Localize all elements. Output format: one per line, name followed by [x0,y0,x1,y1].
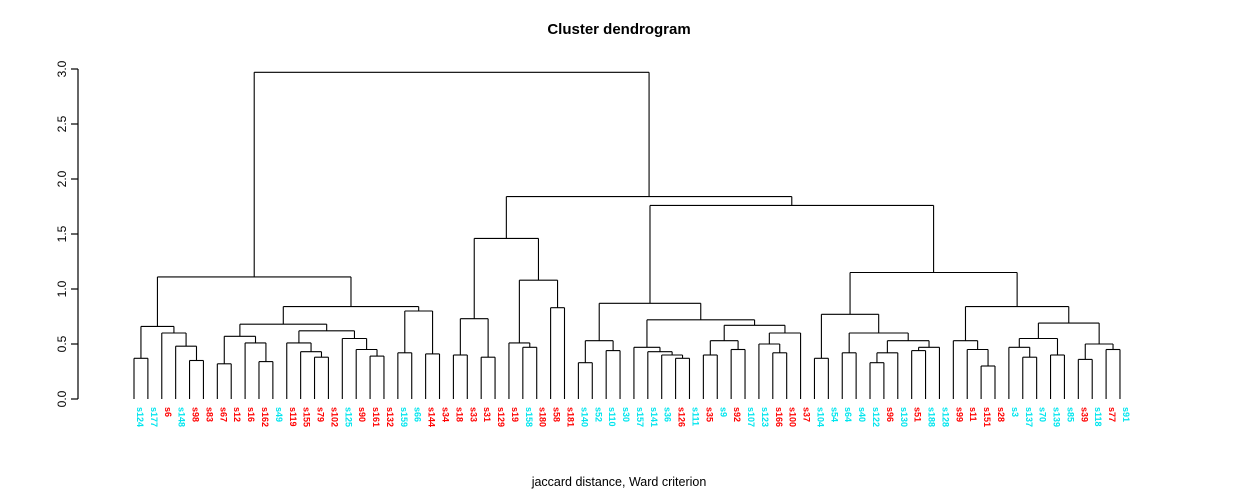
y-tick-label: 3.0 [55,60,69,77]
leaf-label: s99 [954,407,964,422]
leaf-label: s119 [288,407,298,427]
leaf-label: s83 [204,407,214,422]
leaf-label: s122 [871,407,881,427]
leaf-label: s110 [607,407,617,427]
leaf-label: s102 [329,407,339,427]
leaf-label: s54 [829,407,839,422]
leaf-label: s11 [968,407,978,422]
leaf-label: s64 [843,407,853,422]
leaf-label: s77 [1107,407,1117,422]
y-tick-label: 0.5 [55,335,69,352]
leaf-label: s58 [552,407,562,422]
leaf-label: s157 [635,407,645,427]
leaf-label: s91 [1121,407,1131,422]
leaf-label: s148 [177,407,187,427]
leaf-label: s123 [760,407,770,427]
leaf-label: s3 [1010,407,1020,417]
leaf-label: s132 [385,407,395,427]
leaf-label: s12 [232,407,242,422]
leaf-label: s161 [371,407,381,427]
leaf-label: s37 [802,407,812,422]
leaf-label: s36 [663,407,673,422]
leaf-label: s92 [732,407,742,422]
leaf-label: s79 [316,407,326,422]
leaf-label: s118 [1093,407,1103,427]
leaf-label: s139 [1052,407,1062,427]
leaf-label: s128 [940,407,950,427]
leaf-label: s49 [274,407,284,422]
y-tick-label: 0.0 [55,390,69,407]
chart-title: Cluster dendrogram [547,21,691,38]
leaf-label: s96 [885,407,895,422]
leaf-label: s130 [899,407,909,427]
leaf-label: s125 [343,407,353,427]
leaf-label: s159 [399,407,409,427]
leaf-label: s100 [788,407,798,427]
leaf-label: s6 [163,407,173,417]
leaf-label: s16 [246,407,256,422]
leaf-label: s144 [427,407,437,427]
leaf-label: s140 [579,407,589,427]
leaf-label: s34 [441,407,451,422]
leaf-label: s126 [677,407,687,427]
leaf-label: s66 [413,407,423,422]
leaf-label: s155 [302,407,312,427]
leaf-label: s31 [482,407,492,422]
leaf-label: s51 [913,407,923,422]
x-axis-label: jaccard distance, Ward criterion [531,475,707,489]
leaf-label: s188 [927,407,937,427]
leaf-label: s39 [1079,407,1089,422]
leaf-label: s67 [218,407,228,422]
leaf-label: s162 [260,407,270,427]
leaf-label: s19 [510,407,520,422]
leaf-label: s90 [357,407,367,422]
leaf-label: s28 [996,407,1006,422]
leaf-label: s30 [621,407,631,422]
leaf-label: s158 [524,407,534,427]
leaf-label: s70 [1038,407,1048,422]
leaf-label: s151 [982,407,992,427]
leaf-label: s9 [718,407,728,417]
leaf-label: s33 [468,407,478,422]
leaf-label: s177 [149,407,159,427]
leaf-label: s104 [815,407,825,427]
leaf-label: s40 [857,407,867,422]
leaf-label: s85 [1065,407,1075,422]
leaf-label: s35 [704,407,714,422]
leaf-label: s137 [1024,407,1034,427]
leaf-label: s107 [746,407,756,427]
leaf-label: s98 [191,407,201,422]
leaf-label: s166 [774,407,784,427]
leaf-label: s124 [135,407,145,427]
leaf-label: s129 [496,407,506,427]
leaf-label: s18 [454,407,464,422]
y-tick-label: 1.0 [55,280,69,297]
y-tick-label: 1.5 [55,225,69,242]
leaf-label: s141 [649,407,659,427]
leaf-label: s52 [593,407,603,422]
leaf-label: s180 [538,407,548,427]
leaf-label: s181 [565,407,575,427]
y-tick-label: 2.0 [55,170,69,187]
y-tick-label: 2.5 [55,115,69,132]
leaf-label: s111 [690,407,700,426]
